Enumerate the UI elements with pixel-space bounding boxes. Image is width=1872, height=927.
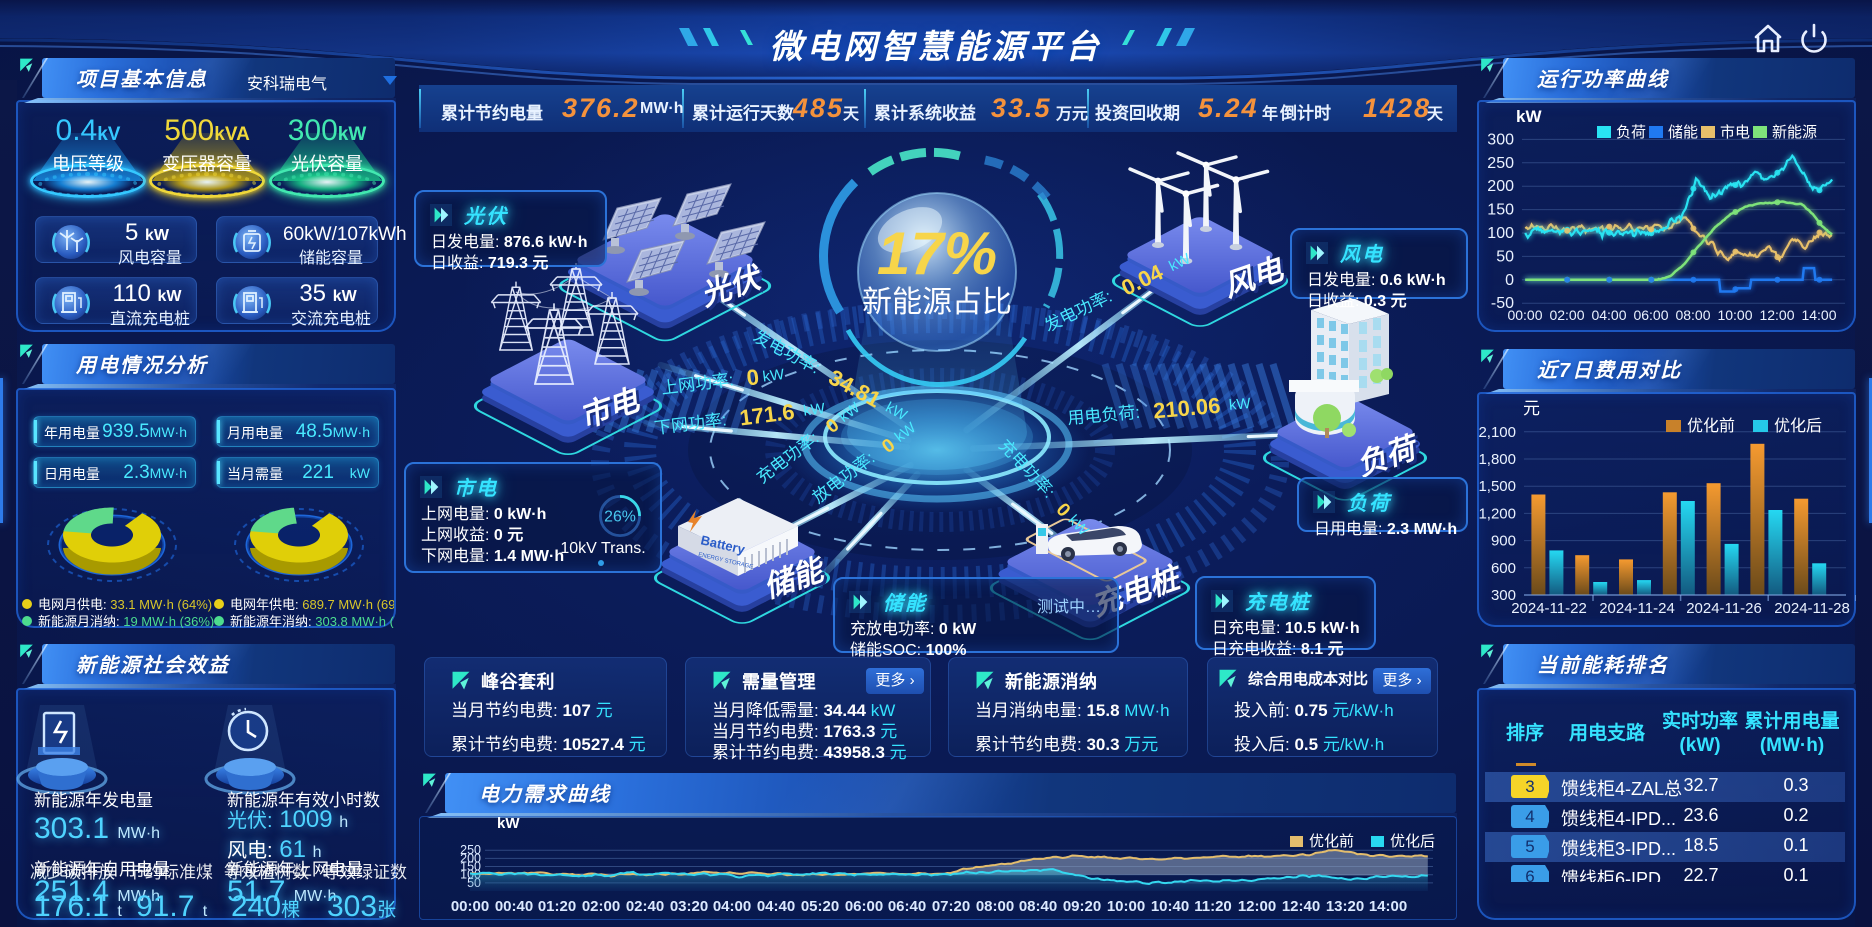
svg-text:210.06: 210.06	[1152, 393, 1221, 424]
svg-text:-50: -50	[1491, 295, 1514, 312]
svg-text:17%: 17%	[877, 220, 997, 287]
svg-text:新能源占比: 新能源占比	[862, 286, 1012, 319]
svg-text:kW: kW	[1516, 107, 1542, 126]
svg-text:06:00: 06:00	[1633, 307, 1668, 323]
svg-text:kW: kW	[802, 400, 826, 420]
svg-text:2,100: 2,100	[1478, 424, 1516, 441]
svg-text:1,500: 1,500	[1478, 478, 1516, 495]
svg-text:优化后: 优化后	[1390, 833, 1435, 850]
svg-text:优化后: 优化后	[1774, 417, 1822, 435]
svg-text:2024-11-22: 2024-11-22	[1511, 600, 1587, 617]
svg-text:优化前: 优化前	[1309, 833, 1354, 850]
svg-text:kW: kW	[1228, 395, 1252, 414]
svg-text:26%: 26%	[604, 509, 636, 526]
svg-text:0: 0	[1505, 272, 1514, 289]
svg-text:负荷: 负荷	[1616, 124, 1646, 141]
svg-text:100: 100	[1487, 225, 1514, 242]
svg-text:1,200: 1,200	[1478, 505, 1516, 522]
svg-text:12:00: 12:00	[1759, 307, 1794, 323]
svg-text:市电: 市电	[1720, 124, 1750, 141]
svg-text:00:00: 00:00	[1507, 307, 1542, 323]
svg-text:600: 600	[1491, 560, 1516, 577]
svg-text:300: 300	[1487, 131, 1514, 148]
svg-text:300: 300	[1491, 587, 1516, 604]
svg-text:储能: 储能	[1668, 124, 1698, 141]
svg-text:2024-11-24: 2024-11-24	[1599, 600, 1675, 617]
svg-text:kW: kW	[762, 366, 786, 386]
svg-text:优化前: 优化前	[1687, 417, 1735, 435]
svg-text:50: 50	[1496, 248, 1514, 265]
svg-text:150: 150	[460, 860, 481, 874]
svg-text:02:00: 02:00	[1549, 307, 1584, 323]
svg-text:150: 150	[1487, 202, 1514, 219]
svg-text:250: 250	[460, 843, 481, 857]
svg-text:200: 200	[1487, 178, 1514, 195]
svg-text:新能源: 新能源	[1772, 124, 1817, 141]
svg-text:kW: kW	[497, 816, 520, 832]
svg-text:2024-11-26: 2024-11-26	[1686, 600, 1762, 617]
svg-text:14:00: 14:00	[1801, 307, 1836, 323]
svg-text:08:00: 08:00	[1675, 307, 1710, 323]
svg-text:200: 200	[460, 851, 481, 865]
svg-text:2024-11-28: 2024-11-28	[1774, 600, 1850, 617]
svg-text:10:00: 10:00	[1717, 307, 1752, 323]
svg-text:250: 250	[1487, 155, 1514, 172]
svg-text:04:00: 04:00	[1591, 307, 1626, 323]
svg-text:1,800: 1,800	[1478, 451, 1516, 468]
svg-text:900: 900	[1491, 533, 1516, 550]
svg-text:0: 0	[745, 364, 760, 390]
svg-text:元: 元	[1523, 399, 1540, 418]
